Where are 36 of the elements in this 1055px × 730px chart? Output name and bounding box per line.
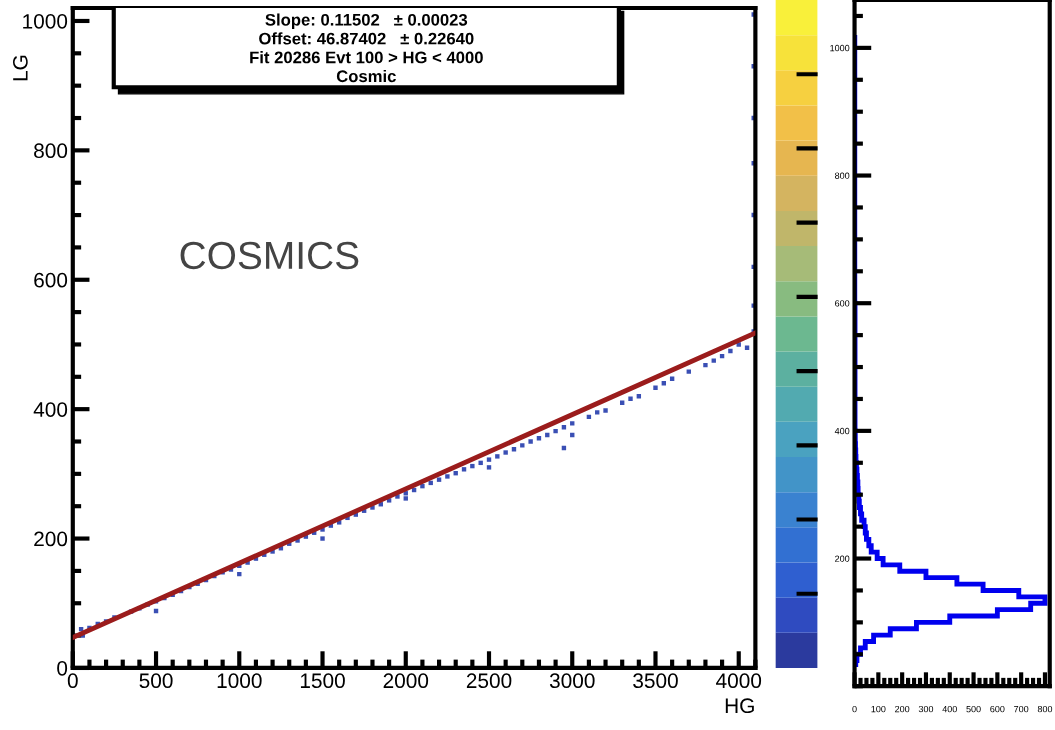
- x-tick-label: 4000: [716, 673, 762, 689]
- x-tick-label: 3000: [549, 673, 595, 689]
- x-tick-label: 400: [942, 705, 957, 713]
- y-tick-label: 200: [835, 555, 850, 562]
- y-tick-label: 0: [57, 660, 68, 676]
- y-tick-label: 800: [34, 143, 68, 159]
- y-axis-title: LG: [12, 55, 28, 81]
- y-tick-label: 1000: [830, 44, 850, 52]
- x-tick-label: 0: [852, 705, 857, 713]
- annotation: Slope: 0.11502 ± 0.00023: [265, 13, 468, 29]
- x-tick-label: 300: [918, 705, 934, 713]
- x-tick-label: 800: [1037, 705, 1053, 713]
- x-axis-title: HG: [725, 698, 754, 714]
- x-tick-label: 0: [67, 673, 78, 689]
- x-tick-label: 500: [966, 705, 981, 713]
- annotation: Offset: 46.87402 ± 0.22640: [259, 32, 474, 45]
- x-tick-label: 600: [990, 705, 1005, 713]
- x-tick-label: 200: [895, 705, 910, 713]
- x-tick-label: 1500: [300, 673, 345, 689]
- annotation: COSMICS: [180, 241, 359, 270]
- annotation: Fit 20286 Evt 100 > HG < 4000: [250, 51, 483, 64]
- y-tick-label: 600: [835, 300, 850, 307]
- x-tick-label: 3500: [633, 673, 678, 689]
- y-tick-label: 200: [34, 531, 68, 547]
- x-tick-label: 2000: [383, 673, 429, 689]
- y-tick-label: 800: [835, 172, 850, 179]
- x-tick-label: 700: [1014, 705, 1029, 713]
- annotation: Cosmic: [336, 69, 396, 83]
- y-tick-label: 1000: [23, 13, 68, 29]
- x-tick-label: 100: [871, 705, 886, 713]
- y-tick-label: 400: [834, 427, 850, 435]
- x-tick-label: 1000: [217, 673, 262, 689]
- x-tick-label: 500: [139, 673, 173, 689]
- x-tick-label: 2500: [466, 673, 512, 689]
- y-tick-label: 600: [34, 272, 68, 288]
- y-tick-label: 400: [33, 402, 68, 417]
